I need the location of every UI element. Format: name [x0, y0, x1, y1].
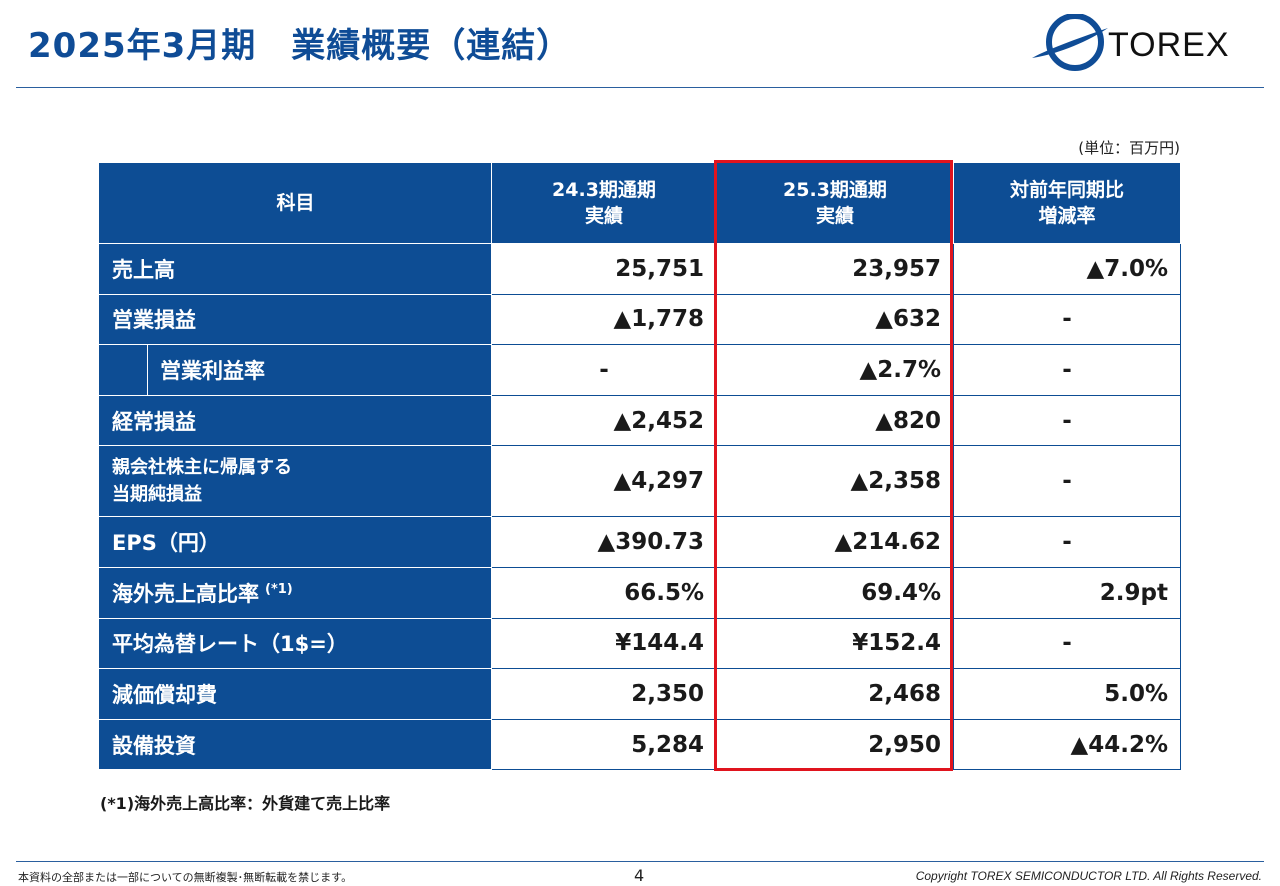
curr-value: 2,468 — [716, 668, 954, 720]
footer-copyright: Copyright TOREX SEMICONDUCTOR LTD. All R… — [915, 869, 1262, 883]
row-label: 設備投資 — [99, 718, 492, 771]
row-label: 親会社株主に帰属する 当期純損益 — [99, 445, 492, 518]
change-value: 5.0% — [953, 668, 1181, 720]
change-value: - — [953, 293, 1181, 346]
row-label: 平均為替レート（1$=） — [99, 617, 492, 670]
footnote: (*1)海外売上高比率：外貨建て売上比率 — [100, 794, 391, 813]
table-row: 設備投資 5,284 2,950 ▲44.2% — [99, 718, 1181, 771]
curr-value: 69.4% — [716, 566, 954, 619]
footer-divider — [16, 861, 1264, 862]
row-label: 減価償却費 — [99, 668, 492, 720]
prev-value: ▲2,452 — [491, 394, 717, 447]
page-number: 4 — [634, 866, 645, 885]
prev-value: 66.5% — [491, 566, 717, 619]
header-current-year: 25.3期通期 実績 — [716, 162, 954, 244]
row-label: 営業利益率 — [160, 358, 265, 383]
header-prev-year: 24.3期通期 実績 — [491, 162, 717, 244]
table-row: 営業損益 ▲1,778 ▲632 - — [99, 293, 1181, 346]
table-row: 平均為替レート（1$=） ¥144.4 ¥152.4 - — [99, 617, 1181, 670]
curr-value: 23,957 — [716, 243, 954, 295]
footnote-marker: (*1) — [265, 581, 293, 597]
table-row: 海外売上高比率 (*1) 66.5% 69.4% 2.9pt — [99, 566, 1181, 619]
torex-ellipse-logo-icon — [1032, 14, 1108, 71]
prev-value: ▲1,778 — [491, 293, 717, 346]
change-value: 2.9pt — [953, 566, 1181, 619]
torex-logo: TOREX — [1030, 14, 1250, 76]
financial-summary-table: 科目 24.3期通期 実績 25.3期通期 実績 対前年同期比 増減率 売上高 … — [99, 162, 1181, 771]
curr-value: ▲2,358 — [716, 445, 954, 518]
curr-value: ▲820 — [716, 394, 954, 447]
prev-value: - — [491, 344, 717, 396]
prev-value: 2,350 — [491, 668, 717, 720]
row-label: EPS（円） — [99, 516, 492, 568]
prev-value: 5,284 — [491, 718, 717, 771]
table-header-row: 科目 24.3期通期 実績 25.3期通期 実績 対前年同期比 増減率 — [99, 162, 1181, 244]
change-value: - — [953, 394, 1181, 447]
curr-value: ▲214.62 — [716, 516, 954, 568]
footer-disclaimer: 本資料の全部または一部についての無断複製･無断転載を禁じます。 — [18, 871, 353, 884]
change-value: - — [953, 344, 1181, 396]
prev-value: 25,751 — [491, 243, 717, 295]
table-row: 営業利益率 - ▲2.7% - — [99, 344, 1181, 396]
table-row: 減価償却費 2,350 2,468 5.0% — [99, 668, 1181, 720]
curr-value: ▲632 — [716, 293, 954, 346]
curr-value: ¥152.4 — [716, 617, 954, 670]
header-item: 科目 — [99, 162, 492, 244]
title-divider — [16, 87, 1264, 88]
table-row: 親会社株主に帰属する 当期純損益 ▲4,297 ▲2,358 - — [99, 445, 1181, 518]
logo-text: TOREX — [1108, 26, 1230, 64]
row-label: 海外売上高比率 (*1) — [99, 566, 492, 619]
prev-value: ▲390.73 — [491, 516, 717, 568]
row-label: 営業損益 — [99, 293, 492, 346]
prev-value: ¥144.4 — [491, 617, 717, 670]
curr-value: ▲2.7% — [716, 344, 954, 396]
prev-value: ▲4,297 — [491, 445, 717, 518]
row-label-indented: 営業利益率 — [99, 344, 492, 396]
change-value: - — [953, 617, 1181, 670]
curr-value: 2,950 — [716, 718, 954, 771]
row-label: 経常損益 — [99, 394, 492, 447]
change-value: - — [953, 445, 1181, 518]
unit-label: (単位：百万円) — [1078, 139, 1180, 157]
indent-spacer — [100, 345, 148, 395]
table-row: EPS（円） ▲390.73 ▲214.62 - — [99, 516, 1181, 568]
header-yoy-change: 対前年同期比 増減率 — [953, 162, 1181, 244]
page-title: 2025年3月期 業績概要（連結） — [28, 26, 572, 66]
row-label: 売上高 — [99, 243, 492, 295]
change-value: ▲7.0% — [953, 243, 1181, 295]
table-row: 経常損益 ▲2,452 ▲820 - — [99, 394, 1181, 447]
table-row: 売上高 25,751 23,957 ▲7.0% — [99, 243, 1181, 295]
change-value: ▲44.2% — [953, 718, 1181, 771]
change-value: - — [953, 516, 1181, 568]
